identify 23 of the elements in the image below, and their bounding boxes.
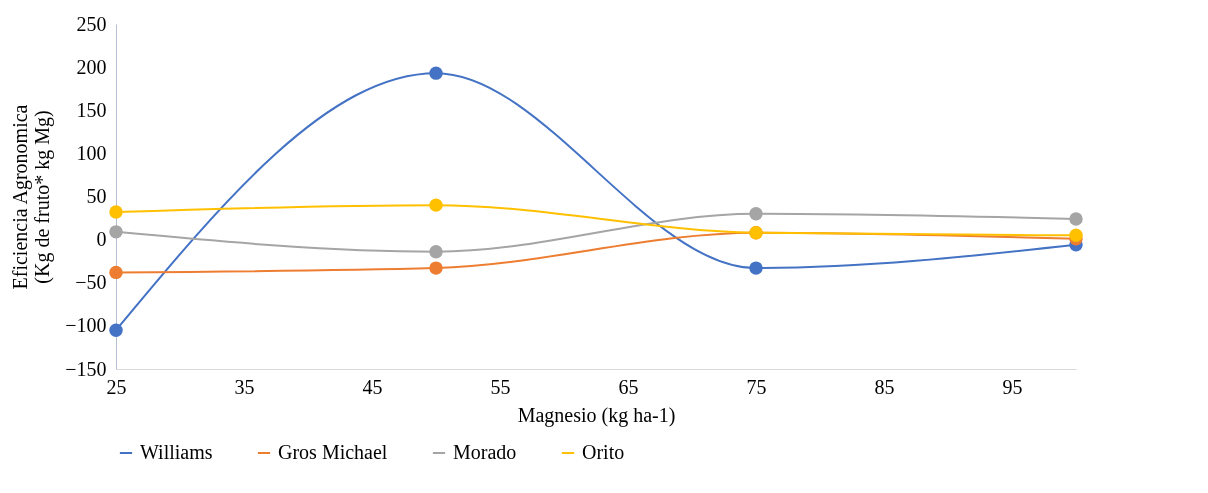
x-tick-label: 65 <box>618 375 639 398</box>
x-tick-label: 35 <box>234 375 255 398</box>
y-tick-label: 50 <box>86 185 107 207</box>
y-tick-label: 250 <box>76 12 107 35</box>
y-tick-label: 100 <box>76 141 107 164</box>
x-tick-label: 95 <box>1002 375 1023 398</box>
y-tick-label: 200 <box>76 55 107 78</box>
y-tick-label: 150 <box>76 98 107 121</box>
legend-label: Gros Michael <box>278 441 388 463</box>
y-axis-title: Eficiencia Agronomica (Kg de fruto* kg Mg) <box>9 104 55 290</box>
x-tick-label: 85 <box>874 375 895 398</box>
x-tick-label: 45 <box>362 375 383 398</box>
legend-label: Morado <box>453 441 517 463</box>
y-tick-label: −100 <box>65 314 107 337</box>
legend-label: Williams <box>140 441 213 463</box>
legend-label: Orito <box>582 441 625 463</box>
y-tick-label: 0 <box>96 228 107 251</box>
x-tick-label: 25 <box>106 375 127 398</box>
x-tick-label: 55 <box>490 375 511 398</box>
y-tick-label: −150 <box>65 357 107 380</box>
x-axis-title: Magnesio (kg ha-1) <box>517 403 676 427</box>
y-tick-label: −50 <box>75 271 107 294</box>
x-tick-label: 75 <box>746 375 767 398</box>
